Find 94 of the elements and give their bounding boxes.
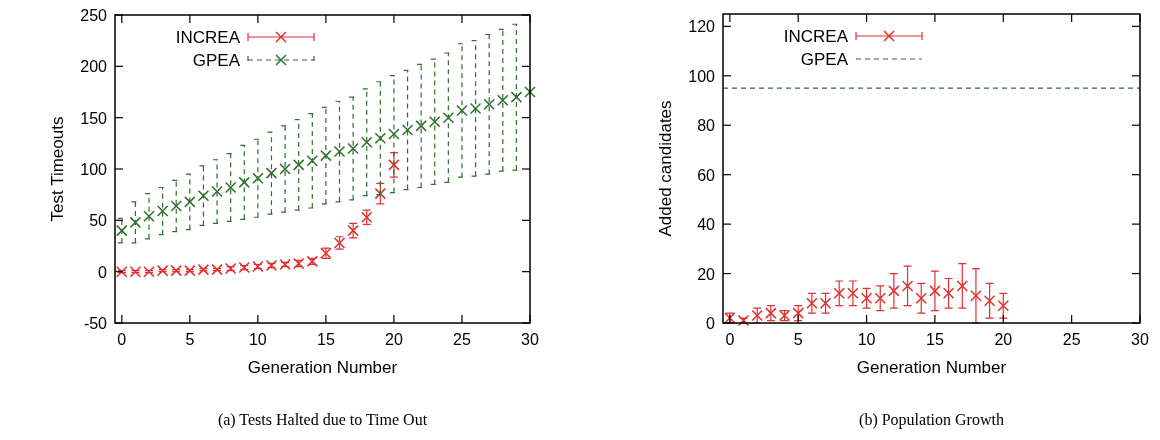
- y-tick-label: 120: [688, 18, 716, 36]
- point: [806, 297, 818, 309]
- point: [320, 149, 332, 162]
- x-axis-title: Generation Number: [856, 358, 1007, 377]
- text: (a) Tests Halted due to Time Out: [217, 411, 428, 429]
- y-tick-label: 40: [697, 216, 716, 234]
- point: [847, 287, 859, 300]
- y-tick-label: 200: [80, 58, 108, 76]
- y-tick-label: 100: [80, 161, 108, 178]
- x-tick-label: 0: [725, 331, 735, 348]
- point: [360, 136, 373, 149]
- point: [170, 200, 182, 212]
- x-tick-label: 25: [453, 331, 471, 348]
- point: [510, 91, 523, 103]
- point: [497, 94, 509, 106]
- point: [874, 292, 886, 305]
- point: [929, 285, 941, 297]
- legend-label: INCREA: [175, 28, 241, 47]
- point: [184, 264, 196, 277]
- x-tick-label: 30: [521, 331, 539, 348]
- point: [524, 86, 536, 98]
- y-tick-label: 60: [697, 166, 716, 184]
- point: [997, 299, 1010, 312]
- point: [184, 196, 196, 208]
- x-tick-label: 20: [385, 331, 403, 348]
- legend-label: GPEA: [800, 50, 849, 69]
- x-tick-label: 15: [317, 331, 335, 348]
- x-tick-label: 5: [185, 331, 195, 348]
- point: [238, 176, 251, 189]
- legend-label: INCREA: [783, 27, 849, 46]
- point: [279, 163, 291, 175]
- point: [483, 98, 495, 111]
- point: [970, 290, 982, 302]
- x-tick-label: 5: [793, 331, 803, 348]
- y-tick-label: 20: [697, 265, 716, 283]
- x-tick-label: 30: [1131, 331, 1149, 348]
- point: [170, 264, 182, 277]
- x-tick-label: 20: [994, 331, 1013, 348]
- x-tick-label: 15: [926, 331, 944, 348]
- point: [469, 102, 482, 115]
- point: [388, 128, 400, 140]
- point: [860, 292, 873, 305]
- point: [116, 265, 128, 278]
- y-tick-label: -50: [83, 315, 108, 332]
- point: [292, 159, 305, 171]
- point: [415, 120, 427, 132]
- x-tick-label: 10: [857, 331, 876, 348]
- point: [143, 265, 155, 278]
- point: [197, 189, 210, 202]
- point: [401, 124, 414, 136]
- x-axis-title: Generation Number: [247, 358, 398, 377]
- point: [915, 292, 927, 305]
- point: [833, 287, 845, 300]
- text: (b) Population Growth: [859, 411, 1004, 429]
- y-axis-title: Test Timeouts: [48, 116, 67, 222]
- point: [116, 224, 128, 237]
- point: [429, 116, 441, 128]
- point: [211, 185, 223, 198]
- point: [901, 280, 914, 292]
- point: [347, 142, 359, 155]
- point: [197, 263, 210, 276]
- point: [265, 167, 278, 179]
- y-tick-label: 100: [688, 67, 716, 85]
- y-tick-label: 0: [706, 315, 716, 332]
- point: [374, 132, 387, 144]
- point: [942, 287, 955, 300]
- x-tick-label: 10: [248, 331, 267, 348]
- point: [333, 145, 346, 158]
- point: [388, 159, 400, 171]
- point: [224, 181, 237, 194]
- x-tick-label: 25: [1062, 331, 1081, 348]
- point: [819, 297, 832, 309]
- point: [983, 295, 996, 307]
- point: [456, 104, 468, 117]
- point: [211, 263, 223, 276]
- point: [143, 210, 155, 222]
- point: [129, 216, 142, 229]
- point: [156, 264, 169, 277]
- point: [252, 172, 264, 184]
- y-tick-label: 250: [80, 7, 108, 24]
- point: [129, 265, 142, 278]
- point: [956, 280, 969, 292]
- y-tick-label: 150: [80, 109, 108, 127]
- point: [374, 187, 387, 200]
- point: [306, 155, 319, 167]
- y-tick-label: 80: [697, 117, 716, 135]
- point: [442, 111, 455, 124]
- point: [888, 285, 900, 297]
- x-tick-label: 0: [117, 331, 127, 348]
- y-axis-title: Added candidates: [656, 100, 675, 237]
- y-tick-label: 0: [98, 263, 108, 281]
- legend-label: GPEA: [192, 51, 241, 70]
- point: [156, 205, 169, 217]
- y-tick-label: 50: [89, 212, 108, 230]
